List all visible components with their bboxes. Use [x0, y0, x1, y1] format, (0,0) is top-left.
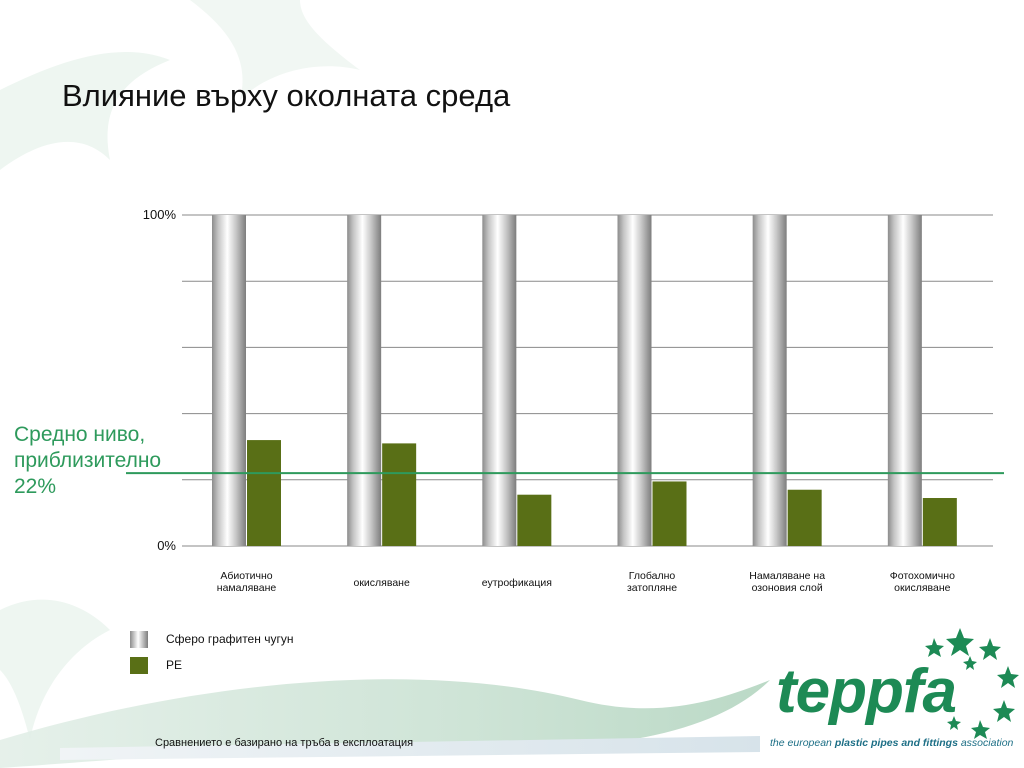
legend-swatch-metallic: [130, 630, 148, 648]
x-tick-label: окисляване: [354, 577, 410, 589]
y-tick-label: 0%: [157, 538, 176, 553]
page-title: Влияние върху околната среда: [62, 78, 511, 113]
x-tick-label: затопляне: [627, 582, 677, 594]
average-label-line: 22%: [14, 475, 57, 498]
footnote: Сравнението е базирано на тръба в експло…: [155, 737, 414, 749]
bar-pe: [652, 481, 687, 546]
x-tick-label: окисляване: [894, 582, 950, 594]
x-tick-label: Абиотично: [220, 570, 272, 582]
background-swoosh: [60, 736, 760, 760]
logo-wordmark: teppfa: [776, 657, 957, 726]
x-tick-label: Глобално: [629, 570, 676, 582]
bar-ductile-iron: [347, 215, 382, 546]
average-label-line: Средно ниво,: [14, 423, 146, 446]
bar-pe: [382, 443, 417, 546]
watermark-star-shape: [0, 599, 110, 740]
x-tick-label: Фотохомично: [890, 570, 955, 582]
logo-stars-icon: [925, 628, 1019, 739]
bar-pe: [922, 498, 957, 546]
bar-ductile-iron: [482, 215, 517, 546]
bar-ductile-iron: [617, 215, 652, 546]
bar-pe: [787, 489, 822, 546]
legend-swatch-pe: [130, 656, 148, 674]
x-tick-label: Намаляване на: [749, 570, 825, 582]
watermark-star-shape: [190, 0, 360, 100]
bar-pe: [247, 440, 281, 546]
x-tick-label: намаляване: [217, 582, 277, 594]
bar-ductile-iron: [887, 215, 922, 546]
average-label-line: приблизително: [14, 449, 162, 472]
watermark-star-shape: [0, 51, 170, 170]
x-tick-label: озоновия слой: [752, 582, 823, 594]
legend-label: PE: [166, 658, 183, 672]
legend-item-pe: PE: [130, 652, 293, 678]
bar-ductile-iron: [752, 215, 787, 546]
legend-item-ductile-iron: Сферо графитен чугун: [130, 626, 293, 652]
x-tick-label: еутрофикация: [482, 577, 552, 589]
y-tick-label: 100%: [143, 207, 177, 222]
bar-pe: [517, 494, 552, 546]
average-level-label: Средно ниво, приблизително 22%: [14, 422, 161, 500]
chart-legend: Сферо графитен чугун PE: [130, 626, 293, 678]
legend-label: Сферо графитен чугун: [166, 632, 294, 646]
bar-ductile-iron: [212, 215, 246, 546]
logo-tagline: the european plastic pipes and fittings …: [770, 737, 1014, 749]
